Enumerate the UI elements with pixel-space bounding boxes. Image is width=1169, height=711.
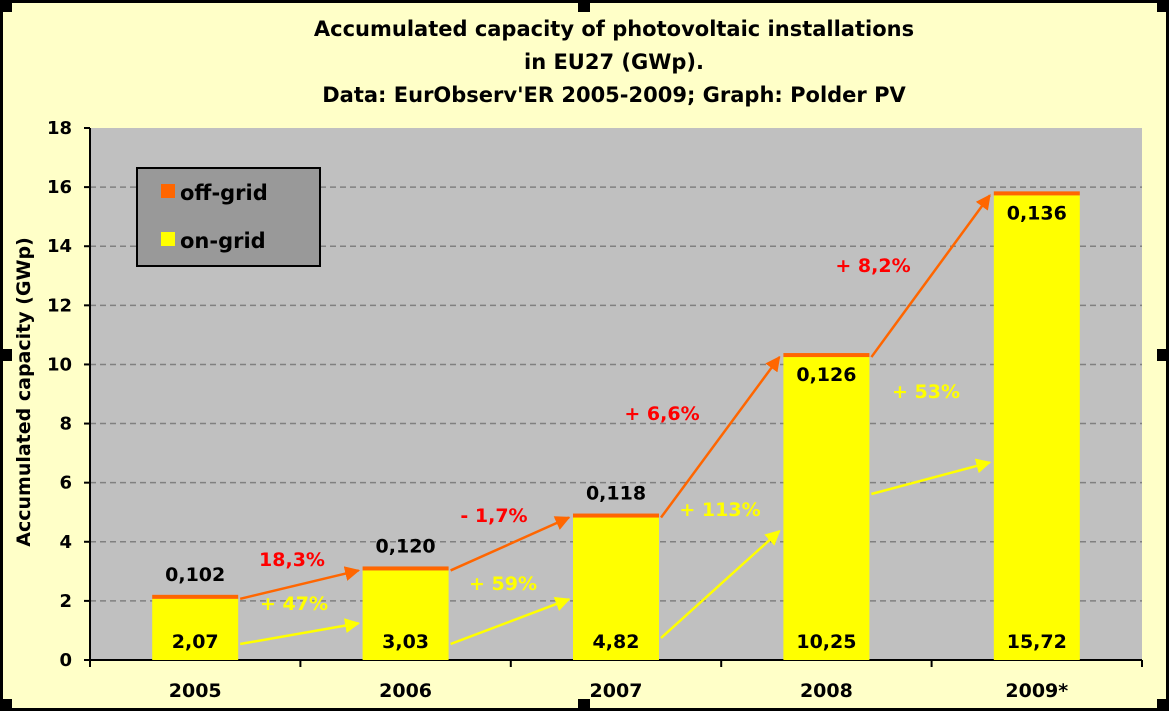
bar-on-grid (783, 357, 870, 660)
x-tick-label: 2006 (379, 680, 432, 702)
x-tick-label: 2009* (1005, 680, 1068, 702)
x-tick-label: 2007 (590, 680, 643, 702)
data-label-on-grid: 4,82 (593, 631, 640, 653)
y-tick-label: 14 (47, 236, 72, 257)
legend-label-off-grid: off-grid (180, 181, 268, 205)
growth-label-off-grid: 18,3% (259, 549, 325, 571)
x-tick-label: 2005 (169, 680, 222, 702)
legend-label-on-grid: on-grid (180, 229, 266, 253)
growth-label-on-grid: + 59% (469, 573, 537, 595)
y-tick-label: 0 (59, 650, 72, 671)
growth-label-off-grid: + 6,6% (624, 403, 699, 425)
bar-off-grid (993, 191, 1080, 196)
data-label-off-grid: 0,118 (586, 483, 646, 505)
y-tick-label: 6 (59, 473, 72, 494)
legend: off-grid on-grid (136, 167, 321, 267)
bar-off-grid (783, 353, 870, 358)
growth-label-on-grid: + 53% (892, 381, 960, 403)
y-tick-label: 12 (47, 295, 72, 316)
data-label-off-grid: 0,126 (796, 364, 856, 386)
y-tick-label: 2 (59, 591, 72, 612)
growth-arrow-off-grid (870, 194, 991, 358)
bar-off-grid (152, 594, 239, 599)
growth-arrow-off-grid (450, 516, 571, 572)
resize-handle-mid-left[interactable] (0, 349, 12, 361)
y-tick-label: 18 (47, 118, 72, 139)
resize-handle-top-right[interactable] (1157, 0, 1169, 12)
growth-arrow-on-grid (660, 530, 781, 639)
resize-handle-top-mid[interactable] (578, 0, 590, 12)
x-tick-label: 2008 (800, 680, 853, 702)
growth-arrow-off-grid (239, 566, 361, 601)
data-label-off-grid: 0,102 (165, 564, 225, 586)
data-label-off-grid: 0,120 (376, 535, 436, 557)
growth-label-off-grid: + 8,2% (835, 255, 910, 277)
growth-label-on-grid: + 113% (679, 499, 760, 521)
resize-handle-top-left[interactable] (0, 0, 12, 12)
resize-handle-mid-right[interactable] (1157, 349, 1169, 361)
bar-on-grid (573, 517, 659, 660)
growth-arrow-off-grid (659, 355, 781, 519)
data-label-off-grid: 0,136 (1007, 202, 1067, 224)
growth-label-off-grid: - 1,7% (460, 505, 527, 527)
bar-on-grid (152, 598, 239, 660)
growth-arrow-on-grid (450, 596, 571, 646)
resize-handle-bottom-right[interactable] (1157, 699, 1169, 711)
data-label-on-grid: 10,25 (796, 631, 856, 653)
y-tick-label: 4 (59, 532, 72, 553)
data-label-on-grid: 15,72 (1007, 631, 1067, 653)
bar-on-grid (993, 195, 1080, 661)
bar-off-grid (362, 566, 449, 571)
y-tick-label: 16 (47, 177, 72, 198)
legend-swatch-on-grid (161, 232, 175, 246)
growth-arrow-on-grid (871, 458, 992, 496)
resize-handle-bottom-left[interactable] (0, 699, 12, 711)
chart-title-line-2: in EU27 (GWp). (524, 50, 704, 74)
data-label-on-grid: 2,07 (172, 631, 219, 653)
growth-arrow-on-grid (239, 618, 361, 646)
y-axis-label: Accumulated capacity (GWp) (13, 237, 35, 546)
bar-on-grid (362, 570, 449, 660)
legend-swatch-off-grid (161, 184, 175, 198)
resize-handle-bottom-mid[interactable] (578, 699, 590, 711)
data-label-on-grid: 3,03 (382, 631, 429, 653)
bar-off-grid (573, 513, 659, 518)
y-tick-label: 8 (59, 414, 72, 435)
chart-title-line-3: Data: EurObserv'ER 2005-2009; Graph: Pol… (322, 83, 906, 107)
y-tick-label: 10 (47, 354, 72, 375)
chart-title-line-1: Accumulated capacity of photovoltaic ins… (314, 17, 914, 41)
growth-label-on-grid: + 47% (260, 593, 328, 615)
